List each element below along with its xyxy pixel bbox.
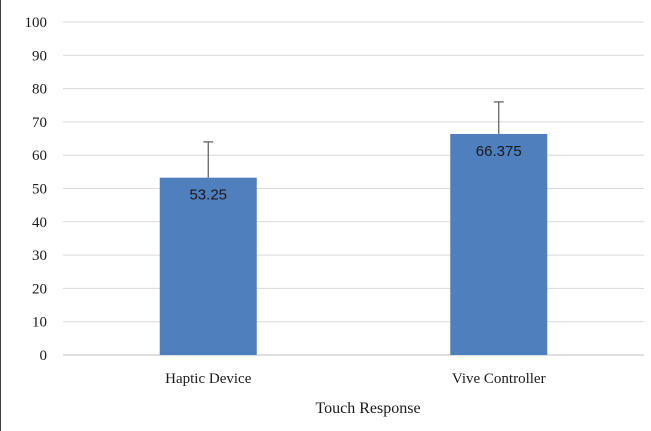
error-bars	[203, 101, 504, 178]
x-axis-category-labels: Haptic Device Vive Controller	[165, 371, 545, 387]
y-tick-label: 60	[32, 148, 47, 164]
y-tick-label: 40	[32, 215, 47, 231]
x-category-label: Vive Controller	[452, 371, 546, 387]
bars	[159, 133, 548, 355]
gridlines	[63, 21, 644, 356]
y-tick-label: 0	[40, 348, 48, 364]
data-label: 53.25	[189, 187, 227, 204]
x-category-label: Haptic Device	[165, 371, 252, 387]
data-label: 66.375	[476, 143, 522, 160]
y-tick-label: 80	[32, 82, 47, 98]
data-labels: 53.25 66.375	[189, 143, 521, 204]
bar	[450, 133, 548, 355]
y-tick-label: 100	[25, 15, 48, 31]
y-axis-tick-labels: 0 10 20 30 40 50 60 70 80 90 100	[25, 15, 48, 364]
y-tick-label: 30	[32, 248, 47, 264]
y-tick-label: 70	[32, 115, 47, 131]
y-tick-label: 90	[32, 48, 47, 64]
y-tick-label: 50	[32, 182, 47, 198]
y-tick-label: 20	[32, 281, 47, 297]
bar	[159, 177, 257, 355]
y-tick-label: 10	[32, 315, 47, 331]
x-axis-title: Touch Response	[315, 400, 420, 417]
